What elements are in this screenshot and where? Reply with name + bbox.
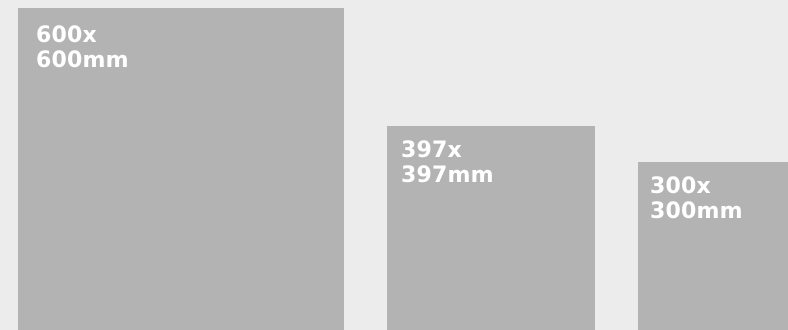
tile-600mm-label: 600x 600mm: [36, 23, 129, 73]
tile-397mm-label-line2: 397mm: [401, 163, 494, 188]
tile-600mm-label-line1: 600x: [36, 23, 97, 48]
tile-397mm: 397x 397mm: [387, 126, 595, 330]
tile-397mm-label: 397x 397mm: [401, 138, 494, 188]
tile-600mm: 600x 600mm: [18, 8, 344, 330]
tile-300mm: 300x 300mm: [638, 162, 788, 330]
tile-600mm-label-line2: 600mm: [36, 48, 129, 73]
tile-300mm-label: 300x 300mm: [650, 174, 743, 224]
tile-300mm-label-line2: 300mm: [650, 199, 743, 224]
tile-300mm-label-line1: 300x: [650, 174, 711, 199]
tile-397mm-label-line1: 397x: [401, 138, 462, 163]
